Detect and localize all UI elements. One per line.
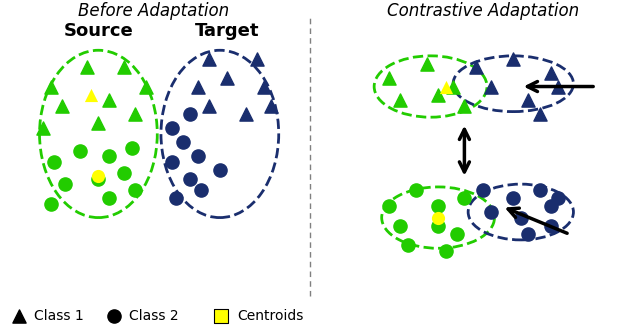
- Point: [384, 76, 394, 81]
- Point: [196, 187, 207, 193]
- Point: [534, 112, 545, 117]
- Point: [60, 181, 70, 187]
- Point: [178, 140, 188, 145]
- Point: [440, 248, 451, 254]
- Point: [167, 159, 177, 165]
- Point: [222, 76, 232, 81]
- Point: [104, 196, 115, 201]
- Point: [478, 187, 488, 193]
- Point: [193, 84, 203, 89]
- Point: [186, 176, 196, 181]
- Point: [119, 170, 129, 176]
- Point: [433, 92, 444, 97]
- Point: [508, 56, 518, 61]
- Point: [104, 154, 115, 159]
- Point: [410, 187, 420, 193]
- Text: Class 1: Class 1: [34, 309, 84, 323]
- Point: [524, 232, 534, 237]
- Point: [86, 92, 96, 97]
- Point: [433, 223, 444, 229]
- Point: [546, 70, 556, 75]
- Point: [56, 103, 67, 109]
- Point: [508, 196, 518, 201]
- Point: [440, 84, 451, 89]
- Point: [141, 84, 152, 89]
- Point: [170, 196, 181, 201]
- Point: [45, 201, 56, 206]
- Point: [45, 84, 56, 89]
- Point: [384, 204, 394, 209]
- Point: [524, 98, 534, 103]
- Point: [13, 314, 24, 319]
- Point: [127, 145, 137, 151]
- Point: [204, 103, 214, 109]
- Point: [516, 215, 526, 220]
- Point: [266, 103, 276, 109]
- Text: Class 2: Class 2: [129, 309, 179, 323]
- Point: [93, 176, 104, 181]
- Point: [130, 187, 140, 193]
- Point: [486, 84, 496, 89]
- Point: [130, 112, 140, 117]
- Point: [216, 314, 227, 319]
- Point: [448, 84, 458, 89]
- Point: [119, 64, 129, 70]
- Point: [554, 196, 564, 201]
- Point: [433, 215, 444, 220]
- Point: [546, 223, 556, 229]
- Point: [433, 204, 444, 209]
- Point: [422, 61, 432, 67]
- Text: Before Adaptation: Before Adaptation: [78, 2, 229, 20]
- Point: [83, 64, 93, 70]
- Point: [554, 84, 564, 89]
- Text: Centroids: Centroids: [237, 309, 303, 323]
- Point: [403, 243, 413, 248]
- Point: [470, 64, 481, 70]
- Point: [75, 148, 85, 153]
- Point: [167, 126, 177, 131]
- Point: [396, 98, 406, 103]
- Point: [259, 84, 269, 89]
- Text: Contrastive Adaptation: Contrastive Adaptation: [387, 2, 579, 20]
- Text: Target: Target: [195, 22, 259, 40]
- Text: Source: Source: [63, 22, 133, 40]
- Point: [104, 98, 115, 103]
- Point: [93, 120, 104, 125]
- Point: [460, 103, 470, 109]
- Point: [452, 232, 462, 237]
- Point: [49, 159, 60, 165]
- Point: [546, 204, 556, 209]
- Point: [252, 56, 262, 61]
- Point: [186, 112, 196, 117]
- Point: [534, 187, 545, 193]
- Point: [193, 154, 203, 159]
- Point: [486, 209, 496, 215]
- Point: [93, 173, 104, 178]
- Point: [396, 223, 406, 229]
- Point: [241, 112, 251, 117]
- Point: [38, 126, 49, 131]
- Point: [460, 196, 470, 201]
- Point: [109, 314, 119, 319]
- Point: [204, 56, 214, 61]
- Point: [215, 168, 225, 173]
